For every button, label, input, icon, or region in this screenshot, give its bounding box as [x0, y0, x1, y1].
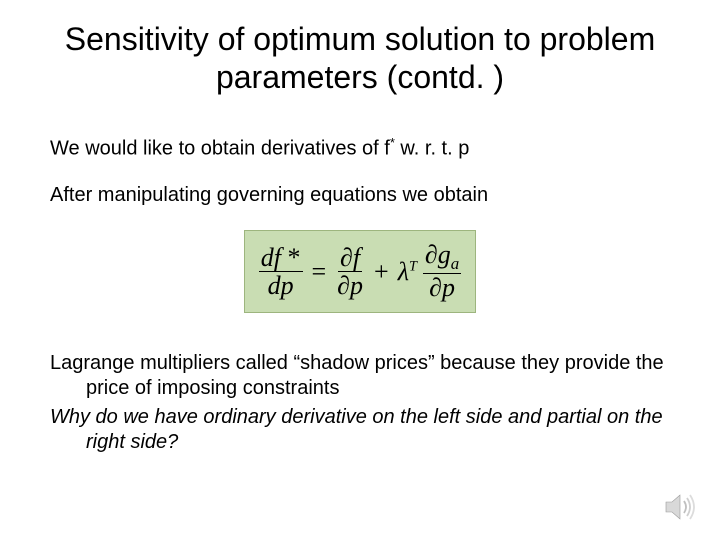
equation-row: df * dp = ∂f ∂p + λT ∂ga ∂p	[259, 241, 461, 301]
slide: Sensitivity of optimum solution to probl…	[0, 0, 720, 540]
question-line: Why do we have ordinary derivative on th…	[50, 405, 670, 455]
lhs-den: dp	[266, 272, 296, 299]
lambda-sup: T	[409, 258, 417, 274]
sub-a: a	[451, 255, 459, 274]
r1-num: ∂f	[338, 244, 362, 272]
r2-fraction: ∂ga ∂p	[423, 241, 461, 301]
lambda-term: λT	[398, 257, 417, 287]
slide-title: Sensitivity of optimum solution to probl…	[50, 20, 670, 97]
intro-line-1: We would like to obtain derivatives of f…	[50, 135, 670, 162]
text: df	[261, 243, 281, 272]
equation-container: df * dp = ∂f ∂p + λT ∂ga ∂p	[50, 230, 670, 312]
plus-sign: +	[371, 257, 392, 287]
equals-sign: =	[309, 257, 330, 287]
r2-num: ∂ga	[423, 241, 461, 274]
intro-line-2: After manipulating governing equations w…	[50, 183, 670, 208]
text-frag: We would like to obtain derivatives of f	[50, 137, 390, 159]
text: *	[281, 243, 301, 272]
lhs-num: df *	[259, 244, 303, 272]
r1-fraction: ∂f ∂p	[335, 244, 365, 300]
shadow-prices-line: Lagrange multipliers called “shadow pric…	[50, 351, 670, 401]
lhs-fraction: df * dp	[259, 244, 303, 300]
equation-box: df * dp = ∂f ∂p + λT ∂ga ∂p	[244, 230, 476, 312]
audio-speaker-icon[interactable]	[664, 492, 698, 522]
r2-den: ∂p	[427, 274, 457, 301]
lambda: λ	[398, 257, 409, 286]
r1-den: ∂p	[335, 272, 365, 299]
text-frag: w. r. t. p	[395, 137, 469, 159]
